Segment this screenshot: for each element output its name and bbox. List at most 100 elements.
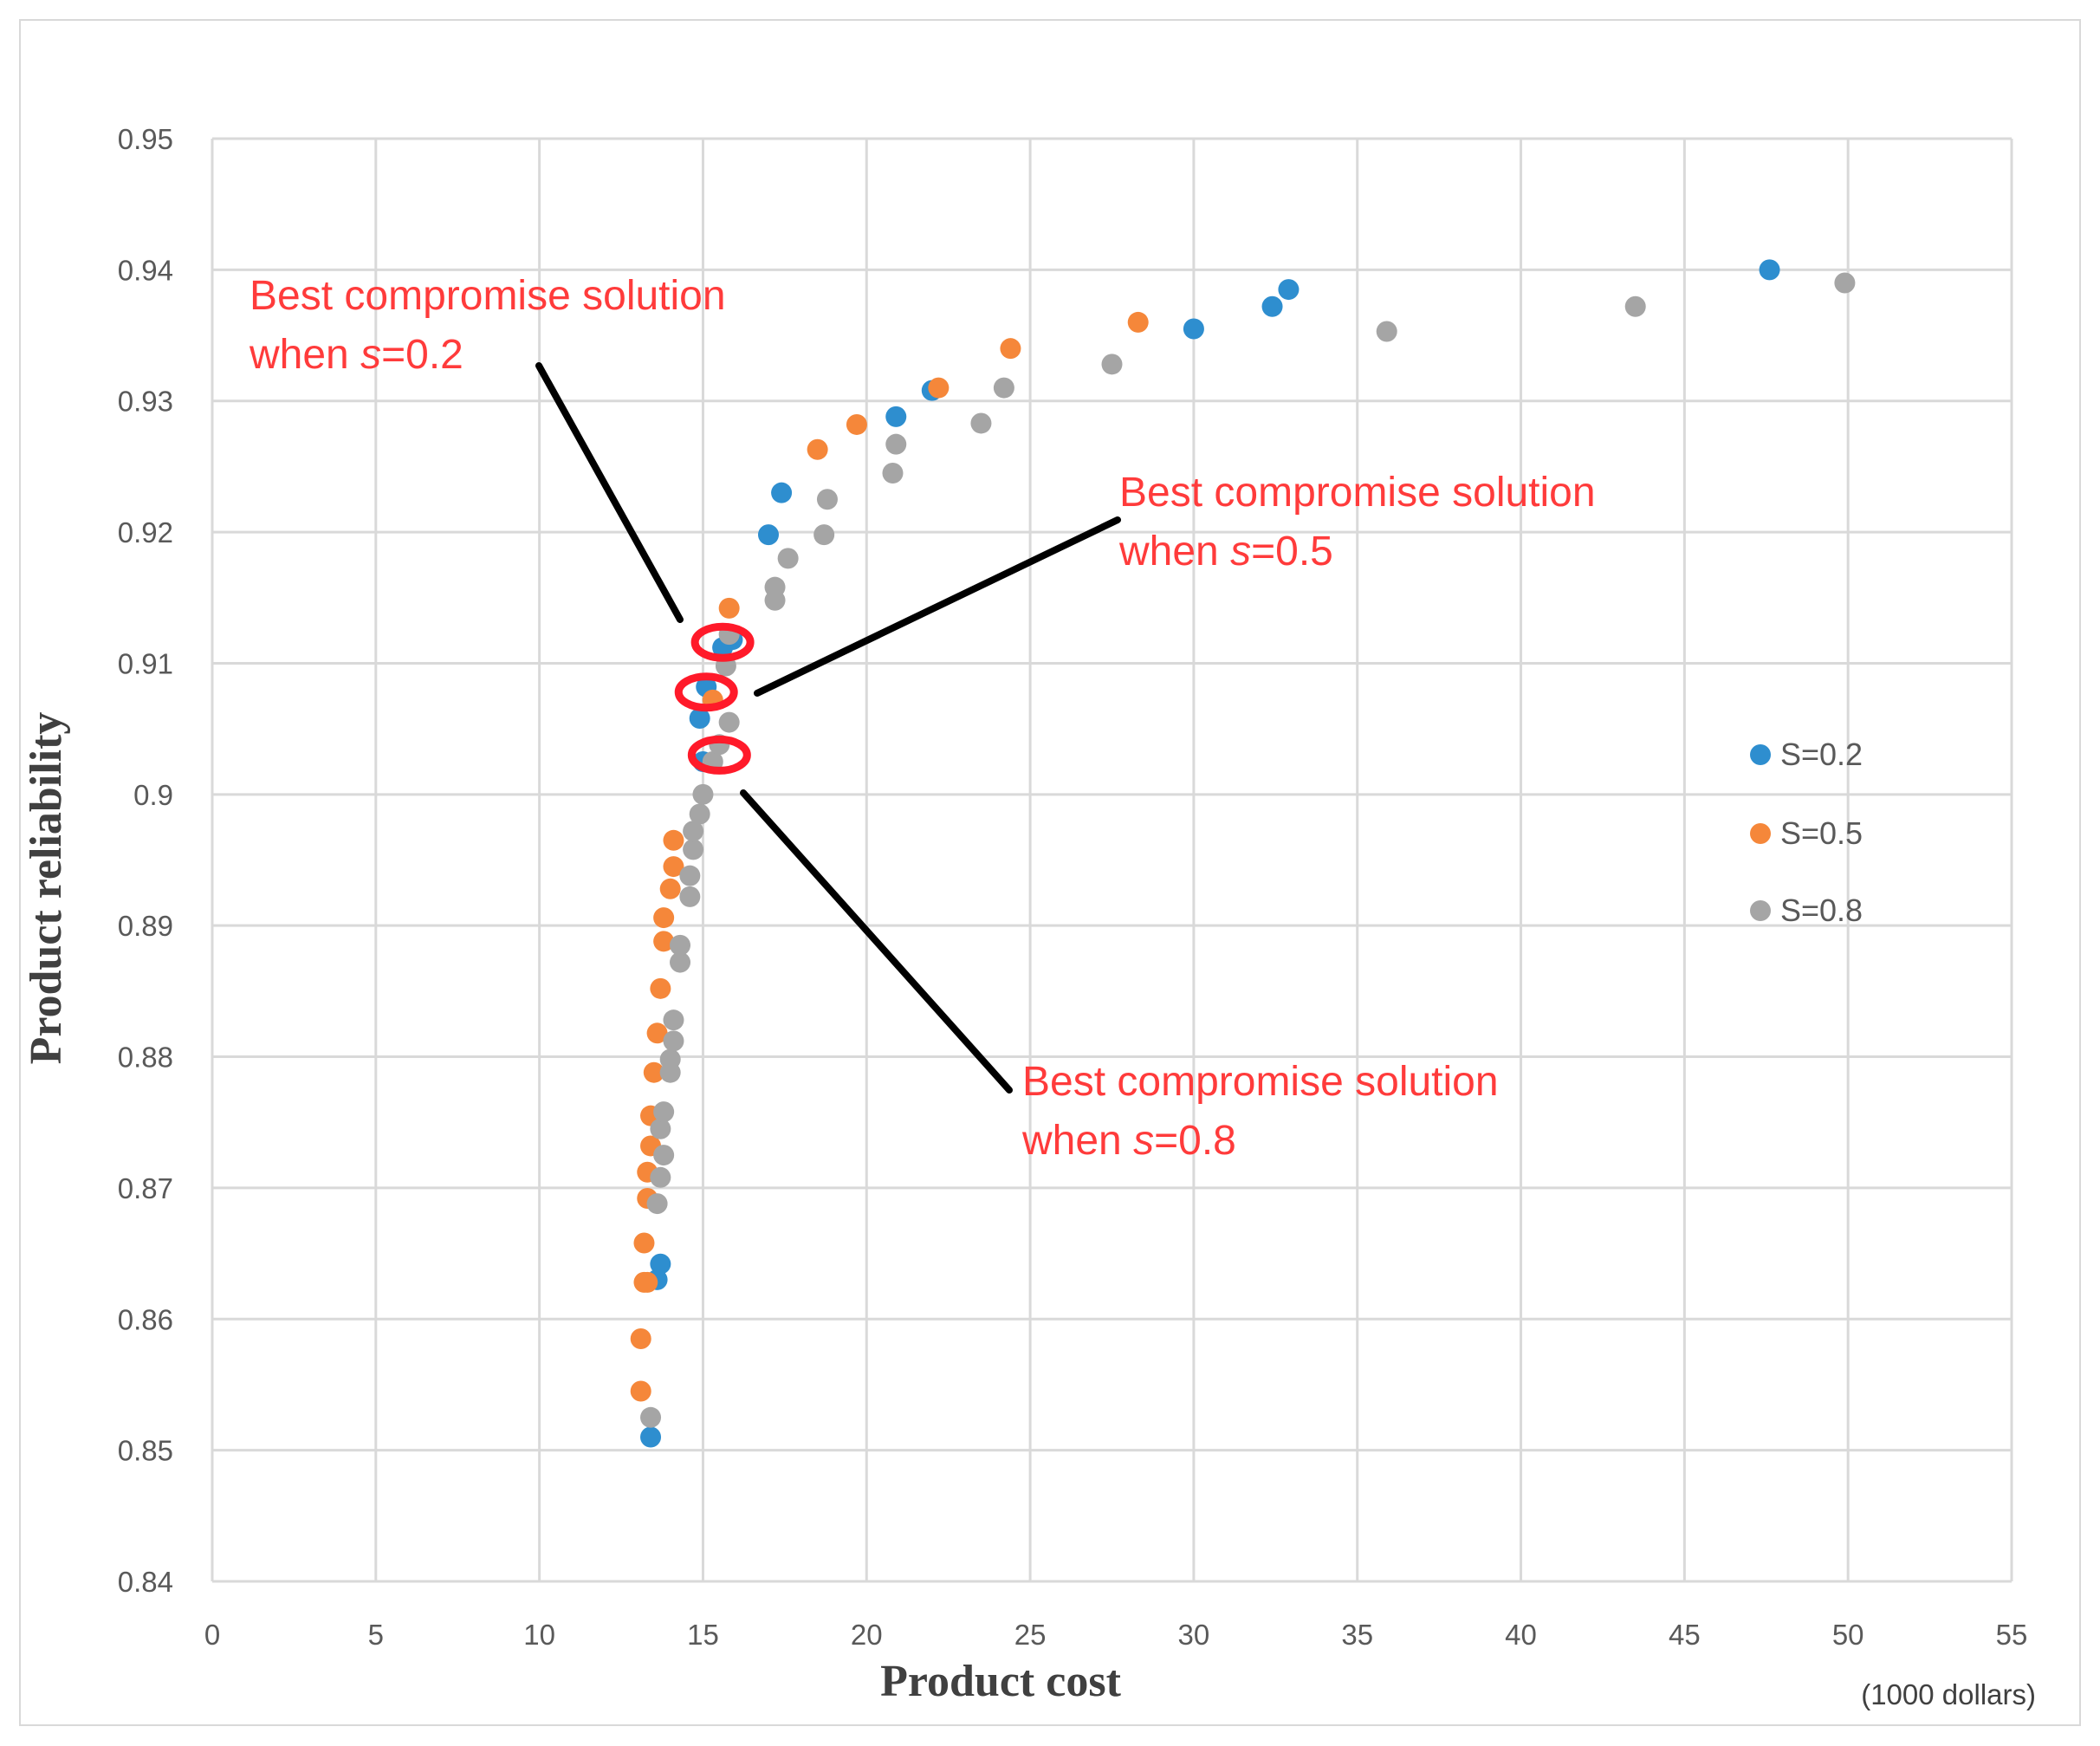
data-point [663, 829, 684, 851]
highlight-ring [674, 672, 738, 712]
chart-frame [19, 19, 2081, 1726]
x-tick-label: 30 [1178, 1619, 1210, 1651]
data-point [646, 1022, 668, 1044]
legend-marker-s02 [1750, 744, 1771, 765]
x-tick-label: 5 [368, 1619, 384, 1651]
highlight-ring [687, 735, 751, 775]
data-point [813, 524, 835, 546]
series-S=0.5 [630, 311, 1149, 1402]
data-point [643, 1061, 664, 1083]
data-point [777, 548, 799, 569]
y-tick-label: 0.93 [118, 386, 173, 418]
y-tick-label: 0.94 [118, 254, 173, 286]
data-point [1759, 259, 1780, 281]
highlight-rings [674, 622, 755, 775]
x-tick-label: 35 [1341, 1619, 1373, 1651]
annotation-s05: Best compromise solution when s=0.5 [1118, 470, 1607, 574]
series-S=0.8 [640, 272, 1856, 1428]
data-point [630, 1327, 651, 1349]
data-point [1000, 338, 1021, 360]
x-tick-label: 45 [1669, 1619, 1701, 1651]
data-point [816, 489, 838, 510]
data-point [683, 839, 704, 860]
data-point [970, 412, 992, 434]
data-point [670, 951, 691, 973]
data-point [689, 803, 710, 825]
data-points [630, 259, 1856, 1448]
data-point [771, 482, 793, 503]
data-point [993, 377, 1014, 399]
data-point [885, 433, 907, 455]
x-tick-label: 50 [1832, 1619, 1864, 1651]
x-axis-unit: (1000 dollars) [1861, 1678, 2036, 1710]
x-tick-label: 10 [523, 1619, 555, 1651]
data-point [646, 1193, 668, 1215]
x-tick-label: 20 [851, 1619, 883, 1651]
data-point [650, 1166, 671, 1188]
data-point [659, 878, 681, 899]
x-tick-label: 40 [1505, 1619, 1537, 1651]
data-point [650, 977, 671, 999]
data-point [1834, 272, 1856, 294]
leader-line-s02 [535, 362, 684, 623]
y-tick-label: 0.84 [118, 1566, 173, 1598]
y-tick-label: 0.85 [118, 1435, 173, 1467]
y-tick-label: 0.92 [118, 516, 173, 548]
data-point [1376, 321, 1397, 342]
data-point [1101, 354, 1123, 375]
data-point [764, 576, 786, 598]
legend: S=0.2 S=0.5 S=0.8 [1750, 737, 1863, 928]
data-point [1183, 318, 1204, 340]
x-axis-title: Product cost [880, 1657, 1121, 1706]
data-point [885, 406, 907, 427]
data-point [663, 1030, 684, 1052]
data-point [653, 931, 675, 952]
legend-label-s08: S=0.8 [1780, 892, 1863, 928]
gridlines [211, 137, 2013, 1583]
data-point [640, 1426, 662, 1448]
data-point [1278, 279, 1300, 301]
y-tick-label: 0.87 [118, 1172, 173, 1204]
data-point [679, 886, 701, 907]
data-point [718, 711, 740, 733]
y-tick-label: 0.86 [118, 1303, 173, 1335]
data-point [653, 1145, 675, 1166]
legend-label-s05: S=0.5 [1780, 815, 1863, 851]
data-point [846, 413, 867, 435]
legend-marker-s05 [1750, 823, 1771, 844]
data-point [683, 821, 704, 842]
x-tick-label: 15 [687, 1619, 719, 1651]
annotation-s08: Best compromise solution when s=0.8 [1021, 1059, 1510, 1164]
y-tick-label: 0.95 [118, 123, 173, 155]
data-point [650, 1118, 671, 1139]
y-tick-label: 0.91 [118, 647, 173, 679]
data-point [928, 377, 950, 399]
data-point [718, 597, 740, 619]
data-point [633, 1232, 655, 1254]
x-tick-label: 0 [204, 1619, 220, 1651]
data-point [653, 907, 675, 929]
y-axis-title: Product reliability [22, 712, 71, 1065]
data-point [1624, 295, 1646, 317]
data-point [670, 934, 691, 956]
leader-line-s08 [740, 789, 1013, 1094]
data-point [663, 856, 684, 878]
series-S=0.2 [640, 259, 1780, 1448]
leader-line-s05 [754, 516, 1121, 697]
data-point [692, 783, 714, 805]
y-tick-label: 0.89 [118, 910, 173, 942]
highlight-ring [690, 622, 755, 662]
data-point [663, 1009, 684, 1031]
data-point [640, 1406, 662, 1428]
data-point [630, 1380, 651, 1402]
y-tick-label: 0.9 [133, 779, 173, 811]
data-point [650, 1253, 671, 1275]
x-tick-labels: 0 5 10 15 20 25 30 35 40 45 50 55 [204, 1619, 2028, 1651]
data-point [757, 524, 779, 546]
data-point [807, 438, 828, 460]
y-tick-labels: 0.84 0.85 0.86 0.87 0.88 0.89 0.9 0.91 0.92 0.93 0… [118, 123, 173, 1598]
data-point [882, 462, 904, 484]
data-point [637, 1271, 658, 1293]
leader-lines [535, 362, 1121, 1094]
